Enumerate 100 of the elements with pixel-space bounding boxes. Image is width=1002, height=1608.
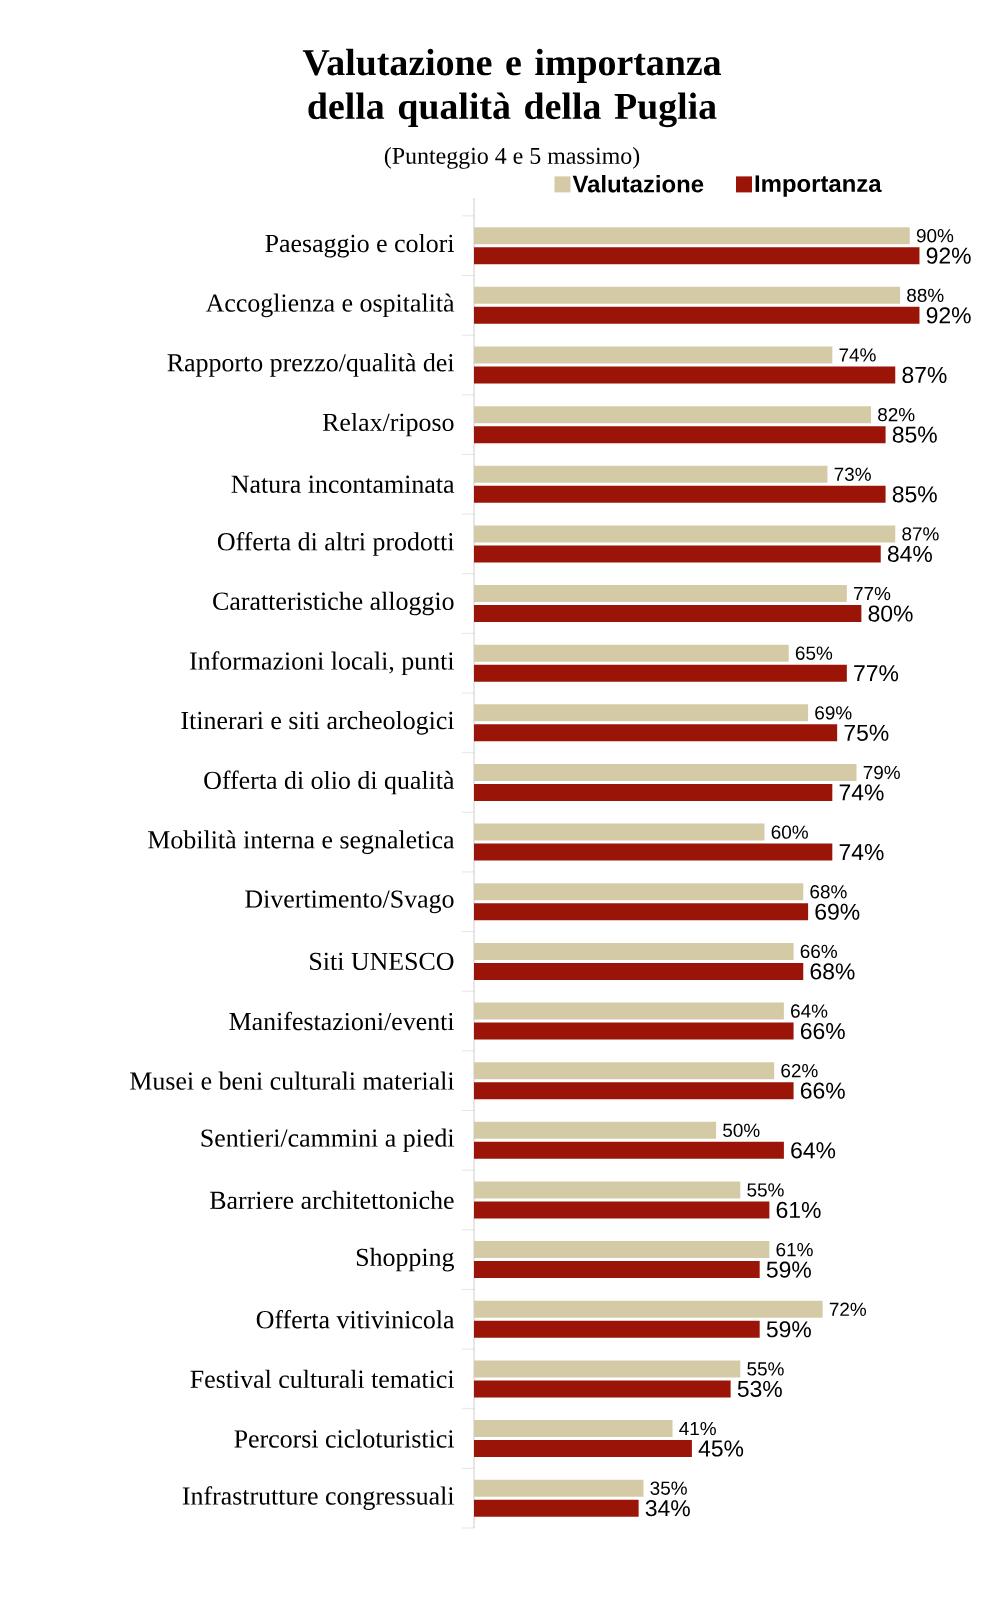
chart-title: Valutazione e importanza della qualità della Puglia — [302, 48, 722, 128]
data-label: 68% — [810, 963, 855, 980]
chart-subtitle: (Punteggio 4 e 5 massimo) — [384, 147, 640, 169]
y-tick-label: Divertimento/Svago — [245, 890, 454, 914]
bar — [474, 644, 789, 662]
y-tick-label: Manifestazioni/eventi — [229, 1011, 455, 1031]
data-label: 84% — [887, 545, 932, 563]
bar — [474, 1320, 760, 1338]
y-tick-label: Caratteristiche alloggio — [213, 591, 454, 616]
bar — [474, 1082, 794, 1100]
data-label: 87% — [902, 527, 939, 541]
data-label: 35% — [650, 1481, 687, 1495]
y-tick-label: Musei e beni culturali materiali — [130, 1071, 455, 1090]
bar — [474, 406, 872, 424]
bar — [474, 306, 920, 324]
y-tick-label: Siti UNESCO — [310, 952, 454, 971]
data-label: 85% — [892, 486, 937, 503]
legend-label: Importanza — [755, 175, 882, 197]
y-tick-label: Offerta di altri prodotti — [217, 532, 454, 556]
y-tick-label: Mobilità interna e segnaletica — [148, 830, 455, 854]
data-label: 74% — [839, 348, 876, 362]
data-label: 72% — [829, 1302, 867, 1316]
y-tick-label: Natura incontaminata — [231, 475, 455, 493]
bar — [474, 525, 896, 543]
bar — [474, 1261, 760, 1279]
legend-label: Valutazione — [572, 174, 704, 193]
y-tick-label: Festival culturali tematici — [190, 1369, 455, 1389]
data-label: 90% — [916, 229, 954, 243]
bar — [474, 704, 809, 722]
data-label: 34% — [645, 1500, 690, 1517]
data-label: 45% — [698, 1440, 744, 1457]
y-tick-label: Paesaggio e colori — [265, 233, 455, 258]
data-label: 59% — [766, 1321, 811, 1338]
data-label: 69% — [815, 706, 852, 720]
data-label: 73% — [834, 467, 871, 481]
data-label: 55% — [747, 1183, 784, 1197]
bar — [474, 1181, 741, 1199]
bar — [474, 763, 857, 781]
bar — [474, 1002, 784, 1020]
data-label: 80% — [868, 605, 913, 622]
bar — [474, 426, 886, 444]
bar — [474, 903, 809, 921]
data-label: 66% — [800, 1082, 845, 1099]
data-label: 50% — [723, 1123, 760, 1138]
y-tick-label: Infrastrutture congressuali — [182, 1486, 455, 1511]
data-label: 61% — [776, 1242, 813, 1257]
data-label: 85% — [892, 426, 937, 443]
y-tick-label: Barriere architettoniche — [210, 1190, 454, 1210]
bar — [474, 545, 881, 563]
bar — [474, 247, 920, 265]
data-label: 74% — [839, 784, 884, 801]
y-tick-label: Rapporto prezzo/qualità dei — [167, 353, 455, 377]
data-label: 82% — [878, 407, 915, 422]
data-label: 92% — [926, 247, 971, 264]
bar — [474, 1499, 639, 1517]
bar — [474, 1420, 673, 1438]
data-label: 79% — [863, 765, 900, 780]
bar — [474, 1062, 775, 1080]
bar — [474, 227, 910, 245]
bar — [474, 843, 833, 861]
data-label: 61% — [776, 1201, 821, 1219]
bar — [474, 1121, 717, 1139]
bar — [474, 664, 847, 682]
bar — [474, 1141, 784, 1159]
data-label: 41% — [679, 1421, 716, 1436]
data-label: 75% — [844, 724, 889, 741]
data-label: 65% — [795, 646, 833, 660]
data-label: 64% — [791, 1142, 836, 1159]
y-tick-label: Itinerari e siti archeologici — [181, 711, 455, 735]
y-tick-label: Informazioni locali, punti — [189, 651, 455, 676]
bar — [474, 465, 828, 483]
data-label: 87% — [902, 366, 947, 384]
data-label: 62% — [781, 1063, 818, 1078]
data-label: 60% — [771, 825, 808, 839]
data-label: 69% — [815, 903, 860, 920]
bar — [474, 1241, 770, 1259]
bar — [474, 1300, 823, 1318]
y-tick-label: Offerta vitivinicola — [256, 1310, 455, 1329]
bar — [474, 823, 765, 841]
data-label: 92% — [926, 307, 971, 324]
bar — [474, 346, 833, 364]
bar — [474, 605, 862, 623]
bar — [474, 1479, 644, 1497]
bar — [474, 286, 901, 304]
data-label: 68% — [810, 885, 847, 899]
bar — [474, 1022, 794, 1040]
data-label: 64% — [791, 1004, 828, 1018]
data-label: 66% — [800, 944, 837, 959]
data-label: 74% — [839, 844, 884, 861]
bar — [474, 783, 833, 801]
y-tick-label: Shopping — [356, 1247, 454, 1272]
data-label: 59% — [766, 1261, 811, 1278]
y-tick-label: Offerta di olio di qualità — [204, 770, 455, 795]
bar — [474, 1201, 770, 1219]
data-label: 77% — [854, 665, 899, 682]
y-tick-label: Accoglienza e ospitalità — [205, 293, 455, 318]
data-label: 66% — [800, 1022, 845, 1040]
bar — [474, 724, 838, 742]
data-label: 88% — [907, 288, 944, 303]
bar — [474, 1360, 741, 1378]
